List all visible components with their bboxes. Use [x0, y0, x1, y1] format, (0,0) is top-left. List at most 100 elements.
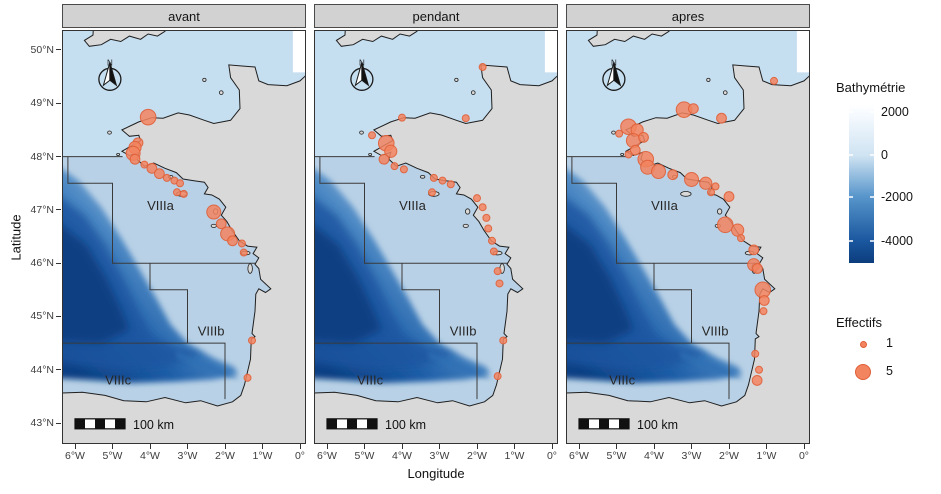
observation-dot — [499, 336, 508, 345]
panel-border — [62, 30, 306, 444]
deep-water-core — [566, 225, 634, 344]
colorbar-tick — [849, 240, 853, 242]
observation-dot — [707, 188, 716, 197]
facet-strip-pendant: pendant — [314, 4, 558, 28]
observation-dot — [146, 162, 158, 174]
island — [464, 208, 471, 215]
zone-label: VIIIc — [609, 373, 636, 388]
x-axis-tick-label: 5°W — [102, 450, 123, 462]
x-axis-tick — [653, 444, 655, 449]
observation-dot — [755, 365, 764, 374]
y-axis-tick — [56, 209, 61, 211]
observation-dot — [751, 349, 760, 358]
x-axis-tick-label: 5°W — [354, 450, 375, 462]
ices-zone-boundary — [319, 156, 509, 264]
observation-dot — [179, 189, 188, 198]
x-axis-tick-label: 3°W — [177, 450, 198, 462]
effectifs-size-label: 5 — [886, 364, 893, 378]
bathymetry-legend-title: Bathymétrie — [836, 80, 906, 95]
x-axis-tick — [74, 444, 76, 449]
ices-zone-boundary — [566, 342, 730, 400]
zone-label: VIIIc — [357, 373, 384, 388]
observation-dot — [239, 248, 248, 257]
x-axis-tick-label: 1°W — [504, 450, 525, 462]
x-axis-tick-label: 4°W — [644, 450, 664, 462]
observation-dot — [489, 247, 498, 256]
effectifs-legend-title: Effectifs — [836, 315, 883, 330]
colorbar-tick — [849, 111, 853, 113]
observation-dot — [461, 114, 470, 123]
observation-dot — [752, 263, 763, 274]
scale-bar: 100 km — [578, 418, 678, 432]
x-axis-tick — [187, 444, 188, 449]
observation-dot — [493, 267, 502, 276]
colorbar-tick — [870, 154, 874, 156]
observation-dot — [173, 188, 182, 197]
x-axis-tick — [551, 444, 553, 449]
x-axis-tick-label: 4°W — [140, 450, 160, 462]
observation-dot — [758, 295, 770, 306]
observation-dot — [176, 179, 185, 188]
ices-zone-boundary — [401, 263, 440, 344]
no-data-area — [292, 30, 306, 73]
y-axis-tick — [56, 369, 61, 371]
observation-dot — [615, 129, 624, 138]
observation-dot — [495, 279, 504, 288]
x-axis-tick-label: 3°W — [681, 450, 702, 462]
capbreton-canyon — [176, 351, 240, 380]
x-axis-tick-label: 6°W — [317, 450, 337, 462]
effectifs-size-dot — [855, 364, 871, 380]
observation-dot — [759, 307, 768, 316]
observation-dot — [754, 281, 772, 299]
colorbar-tick — [849, 196, 853, 198]
x-axis-tick — [262, 444, 263, 449]
facet-strip-avant: avant — [62, 4, 306, 28]
colorbar-tick — [849, 154, 853, 156]
observation-dot — [227, 235, 238, 247]
zone-label: VIIIb — [450, 324, 477, 339]
facet-label: avant — [168, 8, 200, 24]
no-data-area — [796, 30, 810, 73]
observation-dot — [162, 173, 171, 182]
x-axis-tick — [691, 444, 692, 449]
observation-dot — [624, 150, 633, 159]
bathymetry-colorbar — [849, 105, 874, 263]
north-arrow-icon: N — [602, 58, 626, 91]
ices-zone-boundary — [653, 263, 692, 344]
facet-label: pendant — [412, 8, 460, 24]
x-axis-tick — [224, 444, 226, 449]
capbreton-canyon — [428, 351, 492, 380]
y-axis-tick — [56, 422, 61, 424]
x-axis-tick — [112, 444, 113, 449]
island — [462, 223, 469, 228]
y-axis-tick — [56, 49, 61, 51]
observation-dot — [737, 234, 746, 243]
zone-label: VIIIa — [651, 198, 679, 213]
observation-dot — [206, 204, 222, 220]
observation-dot — [770, 76, 779, 85]
y-axis-tick — [56, 262, 61, 264]
bathymetry-tick-label: -2000 — [881, 190, 913, 204]
island — [611, 130, 616, 135]
island — [419, 175, 426, 179]
land-england — [587, 30, 671, 47]
observation-dot — [140, 160, 149, 169]
deep-water-core — [314, 225, 382, 344]
zone-label: VIIIa — [399, 198, 427, 213]
x-axis-tick-label: 2°W — [467, 450, 487, 462]
island — [210, 223, 217, 228]
y-axis-tick-label: 49°N — [30, 97, 54, 110]
observation-dot — [482, 213, 491, 222]
observation-dot — [484, 224, 493, 233]
observation-dot — [243, 373, 252, 382]
ices-zone-boundary — [571, 156, 761, 264]
ices-zone-boundary — [149, 263, 188, 344]
observation-dot — [716, 216, 734, 234]
y-axis-tick — [56, 156, 61, 158]
observation-dot — [723, 191, 735, 202]
observation-dot — [493, 372, 502, 381]
observation-dot — [699, 176, 713, 190]
observation-dot — [711, 182, 720, 191]
observation-dot — [478, 203, 487, 212]
observation-dot — [488, 236, 497, 245]
